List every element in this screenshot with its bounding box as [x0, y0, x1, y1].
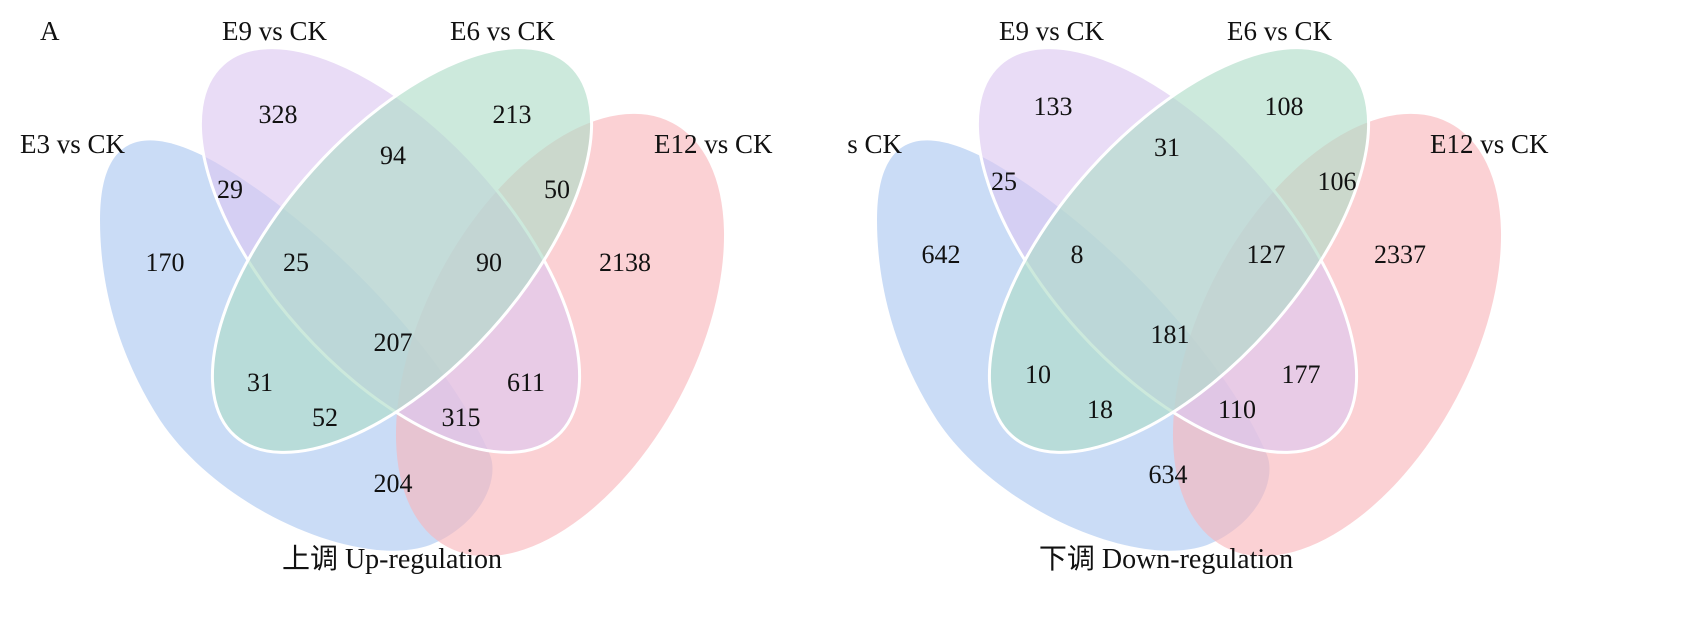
count-e9-e12: 611 — [507, 368, 545, 397]
set-ellipse-e6 — [210, 46, 594, 454]
count-e3-only: 642 — [922, 240, 961, 269]
count-e3-e9-e12: 110 — [1218, 395, 1256, 424]
set-ellipse-e6 — [987, 46, 1371, 454]
count-e3-e9: 25 — [991, 167, 1017, 196]
count-e3-e9: 29 — [217, 175, 243, 204]
panel-caption: 下调 Down-regulation — [1039, 544, 1293, 575]
count-e6-only: 213 — [493, 100, 532, 129]
count-e9-e6: 94 — [380, 141, 406, 170]
venn-panel-b: B E3 vs CK E9 vs CK E6 vs CK E12 vs CK 6… — [797, 16, 1549, 575]
count-e3-e6-e12: 52 — [312, 403, 338, 432]
count-e3-e9-e12: 315 — [442, 403, 481, 432]
count-e3-e9-e6: 25 — [283, 248, 309, 277]
set-label-e6: E6 vs CK — [1227, 16, 1333, 46]
set-label-e12: E12 vs CK — [654, 129, 773, 159]
panel-caption: 上调 Up-regulation — [282, 544, 502, 575]
set-label-e3: E3 vs CK — [20, 129, 126, 159]
count-e12-only: 2337 — [1374, 240, 1426, 269]
set-label-e6: E6 vs CK — [450, 16, 556, 46]
panel-letter: A — [40, 16, 60, 46]
venn-ellipses-a — [100, 46, 725, 557]
count-e12-only: 2138 — [599, 248, 651, 277]
count-e3-e6-e12: 18 — [1087, 395, 1113, 424]
venn-panel-a: A E3 vs CK E9 vs CK E6 vs CK E12 vs CK 1… — [20, 16, 773, 575]
count-e6-e12: 50 — [544, 175, 570, 204]
set-label-e12: E12 vs CK — [1430, 129, 1549, 159]
count-all-four: 181 — [1151, 320, 1190, 349]
count-e9-e12: 177 — [1282, 360, 1321, 389]
set-label-e3: E3 vs CK — [797, 129, 903, 159]
count-e9-e6-e12: 90 — [476, 248, 502, 277]
venn-ellipses-b — [877, 46, 1502, 557]
count-e9-only: 328 — [259, 100, 298, 129]
count-e9-only: 133 — [1034, 92, 1073, 121]
count-e3-only: 170 — [146, 248, 185, 277]
count-e6-e12: 106 — [1318, 167, 1357, 196]
count-e3-e12: 634 — [1149, 460, 1188, 489]
count-e9-e6-e12: 127 — [1247, 240, 1286, 269]
count-e6-only: 108 — [1265, 92, 1304, 121]
count-e3-e6: 31 — [247, 368, 273, 397]
count-e9-e6: 31 — [1154, 133, 1180, 162]
set-label-e9: E9 vs CK — [222, 16, 328, 46]
count-all-four: 207 — [374, 328, 413, 357]
count-e3-e9-e6: 8 — [1071, 240, 1084, 269]
set-label-e9: E9 vs CK — [999, 16, 1105, 46]
count-e3-e12: 204 — [374, 469, 413, 498]
count-e3-e6: 10 — [1025, 360, 1051, 389]
panel-letter: B — [820, 16, 838, 46]
